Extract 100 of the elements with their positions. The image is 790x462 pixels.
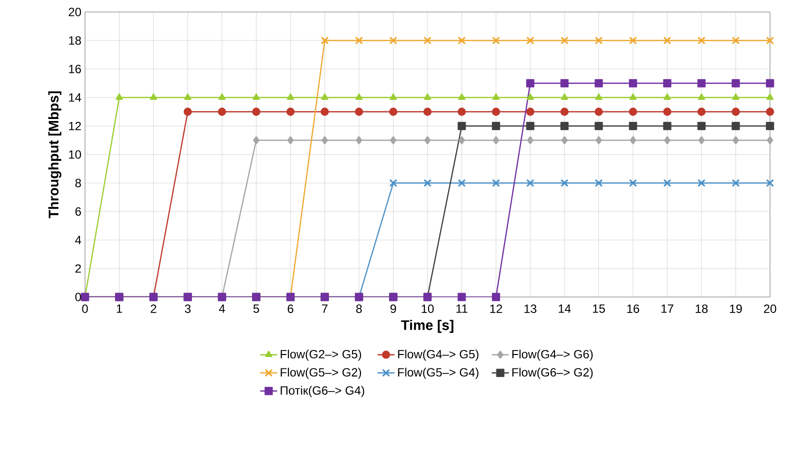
x-tick-label: 17 [662, 304, 674, 313]
point [560, 122, 569, 130]
point [354, 108, 364, 116]
point [732, 136, 739, 144]
point [663, 178, 672, 188]
point [424, 136, 431, 144]
point [594, 122, 603, 130]
x-tick-label: 13 [524, 304, 536, 313]
point [594, 178, 603, 188]
y-tick-label: 10 [69, 150, 82, 159]
y-tick-label: 4 [75, 236, 82, 244]
x-tick-label: 7 [322, 304, 328, 313]
point [526, 108, 534, 116]
point [663, 122, 672, 130]
point [595, 93, 602, 100]
x-tick-label: 0 [82, 304, 88, 313]
point [492, 108, 500, 116]
point [424, 93, 432, 100]
point [766, 79, 774, 88]
point [698, 36, 706, 45]
point [732, 93, 740, 100]
x-tick-label: 8 [356, 304, 362, 313]
point [766, 93, 774, 100]
point [116, 93, 123, 100]
point [628, 108, 638, 116]
point [560, 79, 569, 88]
point [697, 79, 706, 88]
point [492, 136, 500, 144]
point [321, 93, 328, 100]
point [594, 36, 603, 45]
legend-label: Flow(G2–> G5) [280, 350, 362, 361]
point [150, 93, 158, 100]
x-tick-label: 11 [456, 304, 468, 313]
point [286, 93, 294, 100]
y-tick-label: 20 [68, 8, 82, 16]
point [354, 36, 364, 45]
point [594, 79, 603, 88]
point [561, 136, 568, 144]
point [458, 108, 466, 116]
point [766, 108, 774, 116]
point [389, 36, 398, 45]
point [492, 178, 500, 188]
x-tick-label: 10 [422, 304, 434, 313]
point [424, 178, 432, 188]
point [594, 108, 603, 116]
point [697, 122, 706, 130]
point [389, 178, 398, 188]
y-tick-label: 8 [75, 178, 81, 188]
point [596, 136, 602, 144]
point [458, 122, 466, 130]
point [458, 36, 466, 45]
x-axis-title: Time [s] [401, 320, 454, 333]
x-tick-label: 16 [627, 304, 640, 313]
legend-label: Flow(G6–> G2) [512, 368, 593, 379]
y-tick-label: 14 [69, 93, 82, 102]
point [424, 36, 432, 45]
x-tick-label: 9 [390, 304, 396, 313]
point [663, 36, 672, 45]
x-tick-label: 12 [490, 304, 502, 313]
point [766, 122, 774, 130]
point [458, 136, 465, 144]
point [322, 136, 328, 144]
x-tick-label: 19 [730, 304, 742, 313]
point [423, 108, 432, 116]
point [766, 178, 774, 188]
y-tick-label: 12 [69, 122, 81, 130]
point [698, 136, 705, 144]
point [252, 93, 260, 100]
point [287, 136, 294, 144]
point [458, 292, 466, 302]
point [218, 108, 226, 116]
point [560, 108, 569, 116]
y-tick-label: 2 [75, 264, 81, 273]
point [698, 178, 706, 188]
point [560, 36, 569, 45]
legend-label: Потік(G6–> G4) [280, 386, 364, 398]
legend-label: Flow(G5–> G2) [280, 368, 362, 379]
x-tick-label: 1 [116, 304, 122, 313]
point [492, 36, 500, 45]
point [320, 108, 329, 116]
y-tick-label: 0 [75, 292, 82, 302]
point [320, 36, 329, 45]
point [630, 136, 636, 144]
point [184, 108, 192, 116]
x-tick-label: 15 [593, 304, 605, 313]
point [355, 93, 363, 100]
point [560, 93, 568, 100]
point [218, 93, 226, 100]
legend-label: Flow(G5–> G4) [398, 368, 478, 379]
point [526, 36, 534, 45]
point [628, 122, 638, 130]
point [629, 36, 638, 45]
point [526, 178, 534, 188]
legend-label: Flow(G4–> G6) [512, 350, 593, 361]
point [492, 292, 500, 302]
point [697, 108, 706, 116]
point [628, 79, 638, 88]
legend-label: Flow(G4–> G5) [398, 350, 478, 361]
point [732, 36, 740, 45]
point [766, 136, 774, 144]
